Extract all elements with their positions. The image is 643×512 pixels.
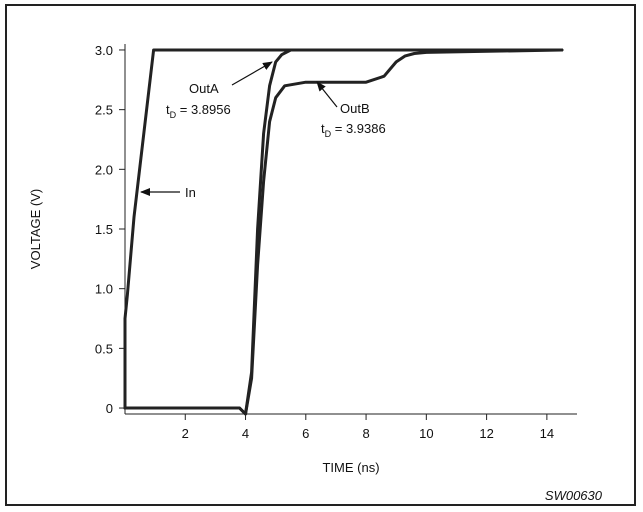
x-tick-label: 8 [362,426,369,441]
x-tick-label: 2 [182,426,189,441]
annotation-outa: OutA [189,81,219,96]
y-tick-label: 1.5 [95,222,113,237]
x-tick-label: 14 [540,426,554,441]
x-tick-label: 10 [419,426,433,441]
y-axis-title: VOLTAGE (V) [28,189,43,269]
annotations: In OutA tD = 3.8956 OutB tD = 3.9386 [140,61,386,200]
annotation-in: In [185,185,196,200]
y-tick-label: 2.0 [95,162,113,177]
x-axis-title: TIME (ns) [322,460,379,475]
annotation-outb-arrow [316,81,338,108]
annotation-outb: OutB [340,101,370,116]
annotation-outb-delay: tD = 3.9386 [321,121,386,139]
series-line-outb [123,48,564,416]
x-ticks: 2 4 6 8 10 12 14 [182,414,554,441]
y-ticks: 0 0.5 1.0 1.5 2.0 2.5 3.0 [95,43,125,416]
series-line-in [123,48,564,410]
y-tick-label: 3.0 [95,43,113,58]
x-tick-label: 6 [302,426,309,441]
figure-id: SW00630 [545,488,603,503]
plot-axes [124,44,577,415]
series-layer [123,48,564,416]
y-tick-label: 0 [106,401,113,416]
y-tick-label: 1.0 [95,282,113,297]
x-tick-label: 12 [479,426,493,441]
y-tick-label: 2.5 [95,103,113,118]
annotation-outa-arrow [231,61,273,86]
y-tick-label: 0.5 [95,341,113,356]
annotation-outa-delay: tD = 3.8956 [166,102,231,120]
x-tick-label: 4 [242,426,249,441]
